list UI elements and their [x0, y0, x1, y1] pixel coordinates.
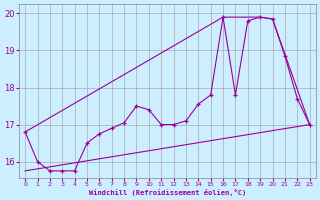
- X-axis label: Windchill (Refroidissement éolien,°C): Windchill (Refroidissement éolien,°C): [89, 189, 246, 196]
